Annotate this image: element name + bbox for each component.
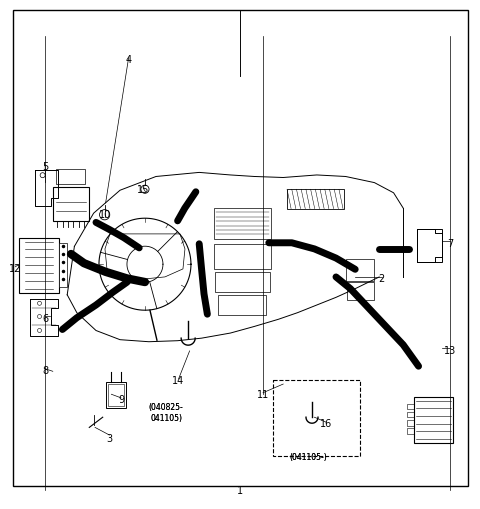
Bar [287, 190, 344, 209]
Bar [214, 209, 271, 239]
Bar [57, 169, 85, 185]
Bar [407, 404, 414, 409]
Text: 7: 7 [447, 238, 454, 248]
Text: 6: 6 [42, 313, 48, 323]
Text: 3: 3 [107, 433, 112, 443]
Text: (040825-
041105): (040825- 041105) [149, 403, 183, 422]
Bar [273, 381, 360, 456]
Bar [346, 260, 374, 281]
Text: 10: 10 [98, 210, 111, 220]
Text: 9: 9 [118, 394, 124, 405]
Text: 15: 15 [137, 184, 149, 194]
Bar [215, 272, 270, 293]
Bar [108, 384, 124, 406]
Bar [407, 429, 414, 434]
Text: 2: 2 [378, 274, 385, 284]
Text: 16: 16 [320, 418, 333, 429]
Bar [59, 244, 67, 288]
Text: 4: 4 [126, 55, 132, 65]
Bar [414, 397, 453, 443]
Text: 8: 8 [42, 365, 48, 376]
Text: 5: 5 [42, 162, 48, 172]
Text: (040825-
041105): (040825- 041105) [149, 403, 183, 422]
Bar [214, 244, 271, 270]
Text: 14: 14 [172, 376, 185, 386]
Bar [407, 420, 414, 426]
Bar [407, 412, 414, 417]
Bar [347, 282, 374, 300]
Text: 1: 1 [237, 485, 243, 495]
Bar [417, 229, 442, 262]
Text: 13: 13 [444, 345, 456, 355]
Text: 11: 11 [257, 389, 269, 400]
Bar [106, 382, 126, 408]
Text: 12: 12 [9, 264, 22, 274]
Bar [218, 295, 266, 316]
Text: (041105-): (041105-) [289, 453, 327, 462]
Bar [19, 238, 59, 293]
Bar [53, 187, 89, 222]
Text: (041105-): (041105-) [289, 453, 327, 462]
